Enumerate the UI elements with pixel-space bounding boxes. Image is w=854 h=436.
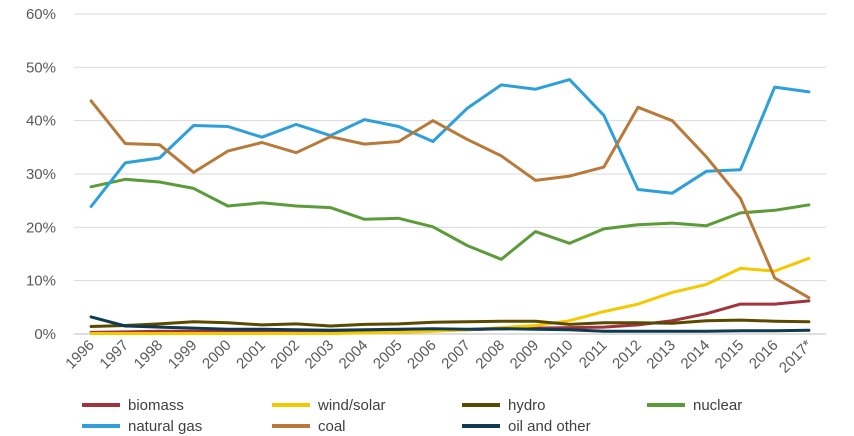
x-tick-label: 2008 [472,337,508,373]
legend-label: oil and other [508,417,591,435]
legend-swatch [272,403,310,407]
x-tick-label: 2005 [370,337,406,373]
gridlines [74,13,826,335]
legend-item: natural gas [82,416,202,436]
x-tick-label: 2006 [404,337,440,373]
x-tick-label: 1998 [131,337,167,373]
x-tick-label: 2001 [233,337,269,373]
x-tick-label: 1996 [62,337,98,373]
legend-item: hydro [462,395,546,415]
legend-swatch [462,403,500,407]
x-tick-label: 2010 [541,337,577,373]
legend-swatch [462,424,500,428]
series-line-wind-solar [89,256,811,335]
y-tick-label: 40% [26,113,56,130]
x-tick-label: 2013 [643,337,679,373]
legend-swatch [272,424,310,428]
x-tick-label: 2009 [507,337,543,373]
legend-item: biomass [82,395,184,415]
x-tick-label: 1999 [165,337,201,373]
y-tick-label: 0% [34,326,56,343]
legend-label: coal [318,417,346,435]
legend-item: nuclear [647,395,742,415]
x-tick-label: 2012 [609,337,645,373]
legend-swatch [82,403,120,407]
series-line-coal [89,99,811,300]
y-tick-label: 60% [26,6,56,23]
x-tick-label: 2000 [199,337,235,373]
x-axis-tick-labels: 1996199719981999200020012002200320042005… [62,337,816,377]
legend-swatch [82,424,120,428]
legend-label: natural gas [128,417,203,435]
y-tick-label: 50% [26,59,56,76]
series-line-oil-and-other [89,315,811,333]
y-tick-label: 10% [26,273,56,290]
y-axis-tick-labels: 0% 10% 20% 30% 40% 50% 60% [26,6,56,343]
legend: biomass wind/solar hydro nuclear natural gas… [82,394,782,435]
legend-label: nuclear [693,396,743,414]
x-tick-label: 2015 [712,337,748,373]
x-tick-label: 2016 [746,337,782,373]
x-tick-label: 2011 [576,337,611,372]
x-tick-label: 2017* [776,337,816,377]
legend-label: biomass [128,396,184,414]
line-chart: 0%10%20%30%40%50%60% 1996199719981999200… [26,6,826,377]
legend-item: wind/solar [272,395,386,415]
x-tick-label: 2003 [302,337,338,373]
x-tick-label: 2007 [438,337,474,373]
y-tick-label: 30% [26,166,56,183]
x-tick-label: 2014 [678,337,714,373]
legend-item: oil and other [462,416,591,436]
x-tick-label: 2002 [267,337,303,373]
x-tick-label: 2004 [336,337,372,373]
series-line-natural-gas [89,78,811,208]
series-lines [89,78,811,335]
legend-label: wind/solar [318,396,386,414]
series-line-hydro [89,318,811,328]
y-tick-label: 20% [26,219,56,236]
x-tick-label: 1997 [96,337,132,373]
series-line-nuclear [89,177,811,261]
legend-swatch [647,403,685,407]
legend-item: coal [272,416,346,436]
legend-label: hydro [508,396,546,414]
